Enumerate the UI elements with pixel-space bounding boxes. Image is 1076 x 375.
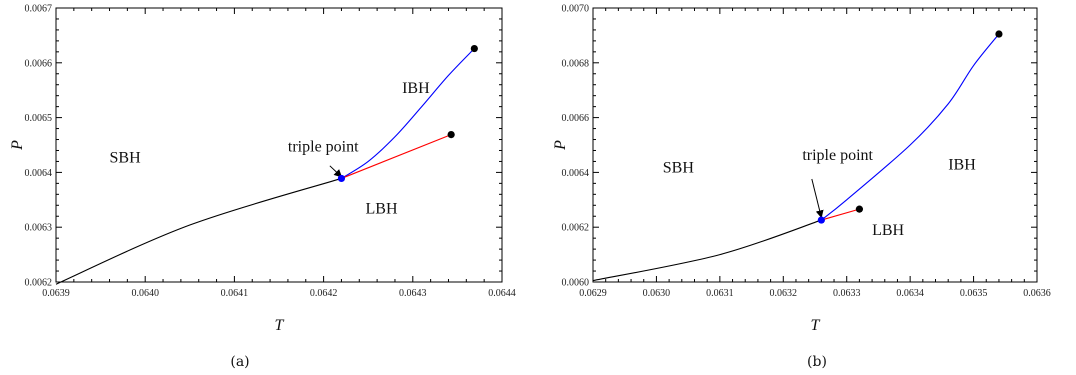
annotation-sbh: SBH <box>663 159 695 176</box>
annotation-ibh: IBH <box>948 157 976 174</box>
x-tick-label: 0.0633 <box>833 288 861 299</box>
y-axis-label: P <box>552 140 569 151</box>
series-line-1 <box>820 33 1000 221</box>
x-tick-label: 0.0629 <box>579 288 607 299</box>
panel-b: 0.0629 0.0630 0.0631 0.0632 0.0633 0.0634 0.06… <box>552 4 1051 371</box>
x-tick-label: 0.0635 <box>960 288 988 299</box>
y-tick-label: 0.0063 <box>25 223 53 234</box>
y-tick-label: 0.0070 <box>562 4 590 15</box>
plot-frame <box>55 7 503 283</box>
y-tick-label: 0.0066 <box>25 58 53 69</box>
y-tick-label: 0.0062 <box>25 278 53 289</box>
x-tick-label: 0.0642 <box>310 288 338 299</box>
critical-point-marker <box>995 30 1003 38</box>
y-tick-label: 0.0062 <box>562 223 590 234</box>
subfigure-caption: (b) <box>807 354 827 370</box>
y-tick-label: 0.0068 <box>562 58 590 69</box>
series-line-0 <box>592 219 822 282</box>
x-axis-label: T <box>811 317 821 334</box>
triple-point-marker <box>817 216 825 224</box>
annotation-triple-point: triple point <box>288 139 359 156</box>
x-tick-label: 0.0643 <box>399 288 427 299</box>
triple-point-arrow <box>811 178 824 219</box>
critical-point-marker <box>447 130 455 139</box>
x-tick-label: 0.0639 <box>42 288 70 299</box>
x-tick-label: 0.0634 <box>896 288 924 299</box>
x-axis-label: T <box>275 317 285 334</box>
x-tick-label: 0.0641 <box>221 288 249 299</box>
series-line-0 <box>55 177 342 285</box>
y-tick-label: 0.0064 <box>562 168 590 179</box>
x-tick-label: 0.0640 <box>131 288 159 299</box>
critical-point-marker <box>855 205 864 213</box>
annotation-lbh: LBH <box>366 201 398 218</box>
critical-point-marker <box>470 44 478 53</box>
series-line-1 <box>341 48 475 179</box>
x-tick-label: 0.0636 <box>1023 288 1051 299</box>
panel-a: 0.0639 0.0640 0.0641 0.0642 0.0643 0.0644 0.00… <box>9 4 516 371</box>
x-tick-label: 0.0644 <box>488 288 516 299</box>
annotation-sbh: SBH <box>110 150 142 167</box>
annotation-triple-point: triple point <box>802 147 873 164</box>
y-tick-label: 0.0060 <box>562 278 590 289</box>
triple-point-marker <box>337 174 346 183</box>
x-tick-label: 0.0631 <box>706 288 734 299</box>
triple-point-arrow <box>329 165 343 178</box>
annotation-lbh: LBH <box>872 222 904 239</box>
subfigure-caption: (a) <box>230 354 249 370</box>
x-tick-label: 0.0630 <box>643 288 671 299</box>
y-tick-label: 0.0065 <box>25 113 53 124</box>
y-tick-label: 0.0067 <box>25 4 53 15</box>
annotation-ibh: IBH <box>402 80 430 97</box>
plot-frame <box>592 7 1038 283</box>
y-tick-label: 0.0064 <box>25 168 53 179</box>
series-line-2 <box>821 208 860 221</box>
x-tick-label: 0.0632 <box>770 288 798 299</box>
y-tick-label: 0.0066 <box>562 113 590 124</box>
y-axis-label: P <box>9 140 26 151</box>
series-line-2 <box>341 134 452 179</box>
